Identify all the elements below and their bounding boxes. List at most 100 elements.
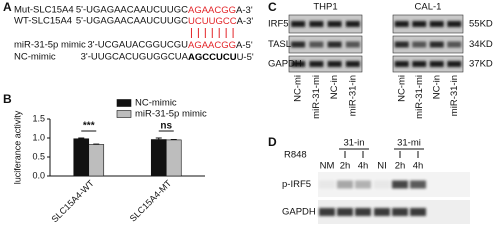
y-axis-label: luciferance activity <box>12 110 22 184</box>
lane-label: 2h <box>395 161 406 172</box>
sequence-tail: AGAACGGA-5' <box>188 40 253 51</box>
sequence-highlight: AGAACGG <box>188 5 236 16</box>
legend-label: miR-31-5p mimic <box>135 109 207 120</box>
blot-band <box>412 61 427 67</box>
sequence-prefix: 5'-UGAGAACAAUCUUGC <box>76 16 188 27</box>
sequence-highlight: UCUUGCC <box>188 16 237 27</box>
lane-label: NC-mi <box>293 75 304 102</box>
blot-band <box>337 208 353 216</box>
blot-band <box>429 61 444 67</box>
cell-line-label: THP1 <box>313 2 337 13</box>
blot-band <box>392 208 408 216</box>
blot-band <box>429 41 444 48</box>
cell-line-label: CAL-1 <box>415 2 442 13</box>
blot-band <box>355 180 371 189</box>
y-tick-label: 0.5 <box>32 151 45 161</box>
blot-band <box>355 208 371 216</box>
sequence-tail: AGCCUCUU-5' <box>188 52 254 63</box>
blot-band <box>447 61 462 67</box>
y-tick-label: 1.0 <box>32 132 45 142</box>
sequence-tail: UCUUGCCA-3' <box>188 16 253 27</box>
treatment-label: R848 <box>284 150 307 161</box>
blot-band <box>327 21 342 27</box>
blot-band <box>291 21 306 27</box>
sequence-prefix: 5'-UGAGAACAAUCUUGC <box>76 5 188 16</box>
blot-band <box>410 208 426 216</box>
protein-label: GAPDH <box>268 59 302 70</box>
x-tick-label: SLC15A4-WT <box>50 178 97 225</box>
lane-label: 2h <box>340 161 351 172</box>
blot-band <box>394 61 409 67</box>
blot-band <box>412 41 427 48</box>
lane-label: miR-31-mi <box>414 75 425 119</box>
group-label: 31-mi <box>397 138 421 149</box>
sequence-suffix: A-3' <box>236 5 253 16</box>
sequence-suffix: A-3' <box>237 16 254 27</box>
bar <box>165 139 182 177</box>
size-label: 37KD <box>469 59 493 70</box>
blot-band <box>309 61 324 67</box>
lane-label: miR-31-in <box>449 75 460 116</box>
panel-label: C <box>268 0 277 14</box>
significance-label: ns <box>160 121 172 132</box>
blot-band <box>447 41 462 48</box>
blot-band <box>345 21 360 27</box>
error-bar <box>155 137 162 140</box>
blot-background <box>288 35 363 54</box>
blot-band <box>447 21 462 27</box>
lane-label: NC-in <box>329 75 340 99</box>
lane-label: miR-31-mi <box>311 75 322 119</box>
blot-band <box>327 61 342 67</box>
blot-band <box>309 41 324 48</box>
panel-label: B <box>3 92 12 106</box>
lane-label: NI <box>377 161 387 172</box>
group-label: 31-in <box>343 138 364 149</box>
lane-label: NC-mi <box>396 75 407 102</box>
protein-label: IRF5 <box>268 19 289 30</box>
sequence-name: NC-mimic <box>14 52 56 63</box>
sequence-prefix: 3'-UUGCACUGUGGCUA <box>81 52 189 63</box>
blot-band <box>345 61 360 67</box>
size-label: 34KD <box>469 39 493 50</box>
lane-label: NM <box>320 161 335 172</box>
blot-band <box>319 208 335 216</box>
sequence-name: miR-31-5p mimic <box>14 40 86 51</box>
blot-band <box>394 21 409 27</box>
legend-swatch <box>116 110 132 118</box>
sequence-tail: AGAACGGA-3' <box>188 5 253 16</box>
blot-band <box>319 180 335 189</box>
sequence-highlight: AGAACGG <box>188 40 236 51</box>
blot-band <box>345 41 360 48</box>
blot-background <box>392 14 464 34</box>
blot-band <box>392 180 408 189</box>
blot-background <box>288 55 363 73</box>
protein-label: p-IRF5 <box>282 179 311 190</box>
blot-band <box>394 41 409 48</box>
blot-background <box>288 14 363 34</box>
blot-band <box>309 21 324 27</box>
sequence-name: Mut-SLC15A4 <box>14 5 74 16</box>
blot-band <box>374 180 390 189</box>
bar <box>150 139 167 177</box>
lane-label: 4h <box>358 161 369 172</box>
blot-band <box>374 208 390 216</box>
figure: A B C D Mut-SLC15A4 5'-UGAGAACAAUCUUGC AGA… <box>3 0 493 225</box>
blot-background <box>392 55 464 73</box>
blot-band <box>429 21 444 27</box>
blot-band <box>337 180 353 189</box>
lane-label: 4h <box>413 161 424 172</box>
sequence-suffix: U-5' <box>237 52 254 63</box>
protein-label: TASL <box>268 39 291 50</box>
x-tick-label: SLC15A4-MT <box>128 178 174 224</box>
sequence-prefix: 3'-UCGAUACGGUCGU <box>87 40 188 51</box>
error-bar <box>78 137 85 139</box>
blot-band <box>410 180 426 189</box>
blot-band <box>291 41 306 48</box>
blot-band <box>327 41 342 48</box>
panel-label: D <box>268 135 277 149</box>
panel-label: A <box>3 0 12 14</box>
legend-swatch <box>116 99 132 107</box>
significance-label: *** <box>83 121 95 132</box>
sequence-suffix: A-5' <box>236 40 253 51</box>
size-label: 55KD <box>469 19 493 30</box>
